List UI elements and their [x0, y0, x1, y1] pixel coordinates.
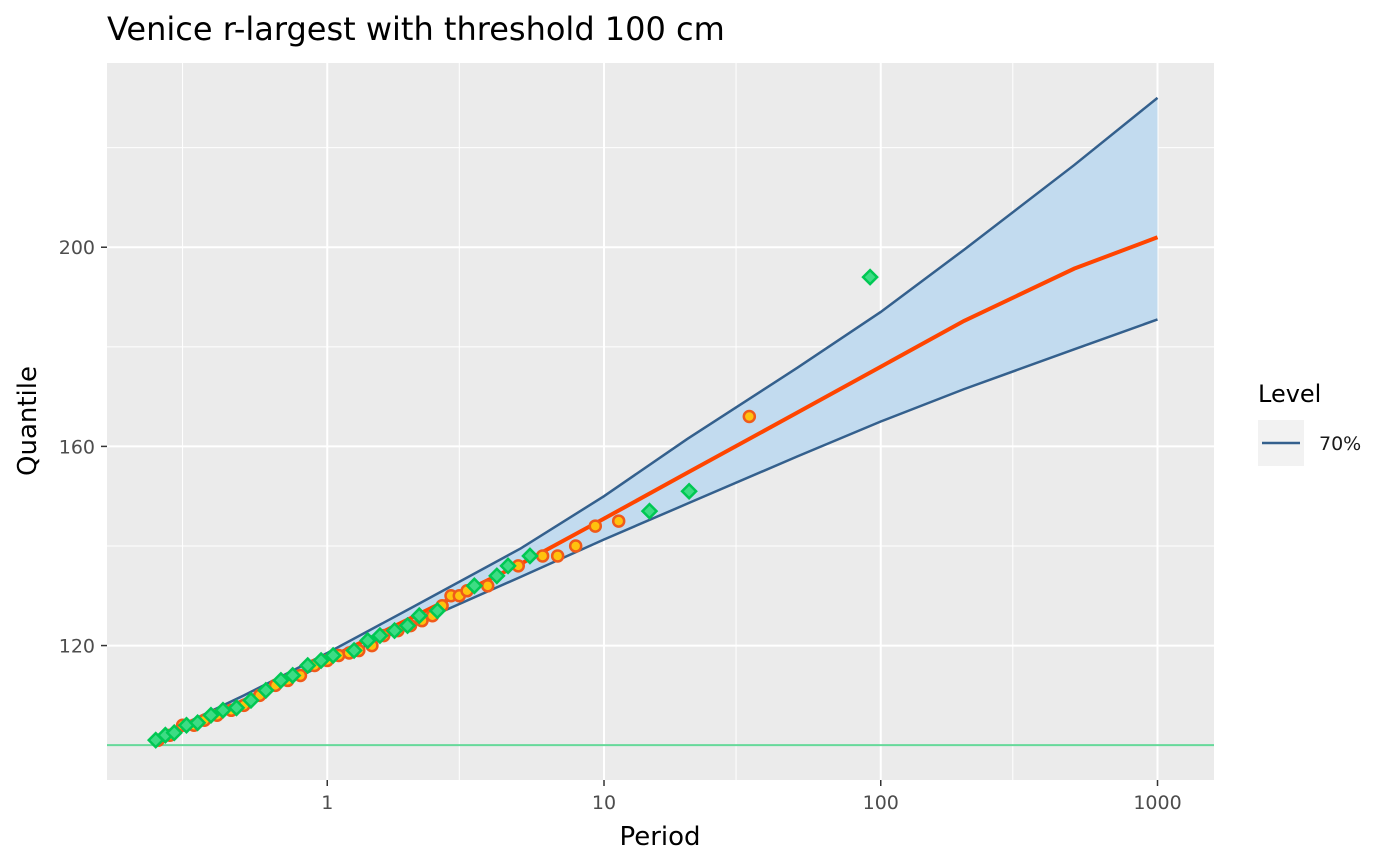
x-axis-title: Period — [619, 822, 700, 852]
diamond-data-point — [861, 268, 879, 286]
diamond-data-point — [371, 626, 389, 645]
circle-data-point — [611, 514, 626, 528]
diamond-data-point — [398, 616, 417, 635]
diamond-data-point — [465, 577, 484, 595]
chart-title: Venice r-largest with threshold 100 cm — [107, 10, 725, 48]
diamond-data-point — [324, 646, 342, 665]
diamond-data-point — [242, 691, 260, 710]
circle-data-point — [480, 579, 495, 593]
axes: 1 10 100 1000 120 160 200 — [59, 237, 1182, 814]
diamond-data-point — [188, 713, 207, 732]
circle-data-point — [550, 549, 565, 563]
x-tick-label: 1000 — [1133, 792, 1181, 814]
diamond-data-point — [227, 699, 246, 717]
legend-label-70: 70% — [1319, 433, 1361, 455]
diamond-data-point — [272, 671, 290, 690]
diamond-data-point — [283, 666, 302, 685]
y-tick-label: 120 — [59, 636, 95, 658]
diamond-data-point — [640, 502, 659, 520]
diamond-data-point — [358, 631, 377, 650]
legend: Level 70% — [1258, 380, 1361, 466]
y-tick-label: 160 — [59, 436, 95, 458]
diamond-data-point — [345, 641, 363, 660]
diamond-data-point — [428, 601, 447, 620]
legend-title: Level — [1258, 380, 1321, 408]
x-tick-label: 100 — [863, 792, 899, 814]
diamond-data-point — [499, 557, 517, 575]
diamond-data-point — [410, 606, 429, 625]
data-points — [146, 268, 879, 749]
plot-panel — [107, 63, 1214, 780]
diamond-data-point — [257, 681, 275, 700]
diamond-data-point — [298, 656, 317, 675]
circle-data-point — [568, 539, 583, 553]
x-tick-label: 10 — [592, 792, 616, 814]
y-axis-title: Quantile — [13, 366, 43, 476]
y-tick-label: 200 — [59, 237, 95, 259]
diamond-data-point — [214, 701, 232, 720]
circle-data-point — [742, 409, 757, 424]
circle-data-point — [588, 519, 603, 533]
diamond-data-point — [312, 651, 330, 670]
diamond-data-point — [521, 547, 539, 565]
diamond-data-point — [680, 482, 698, 500]
diamond-data-point — [488, 567, 506, 585]
x-tick-label: 1 — [321, 792, 333, 814]
diamond-data-point — [165, 723, 184, 742]
diamond-data-point — [202, 706, 220, 725]
diamond-data-point — [385, 621, 404, 640]
circle-data-point — [535, 549, 550, 563]
